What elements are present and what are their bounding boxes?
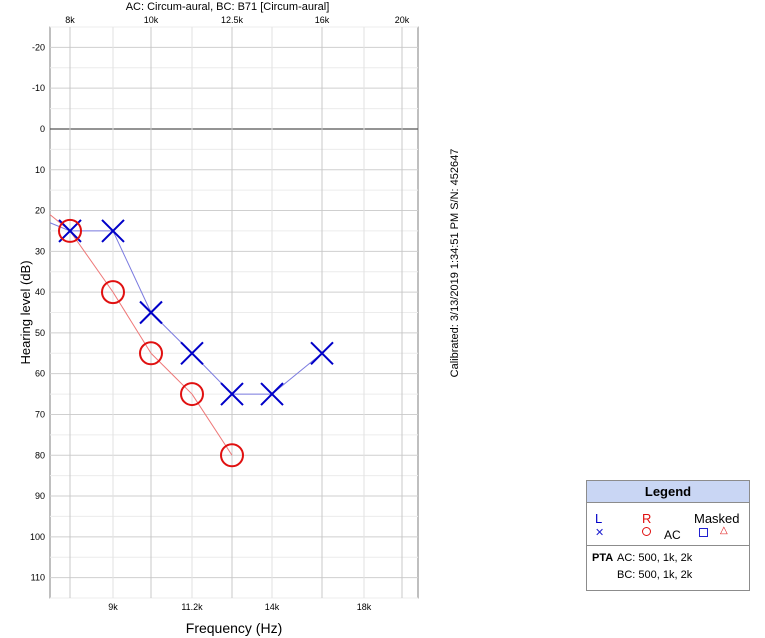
- y-tick-label: 50: [35, 328, 45, 338]
- right-ear-point: [220, 443, 244, 468]
- y-tick-label: -10: [32, 83, 45, 93]
- legend-left-masked-icon: [699, 528, 708, 537]
- y-tick-label: -20: [32, 42, 45, 52]
- left-ear-point: [310, 341, 334, 365]
- x-top-tick-label: 16k: [315, 15, 330, 25]
- y-tick-label: 70: [35, 409, 45, 419]
- series-line-segment: [191, 393, 233, 456]
- series-line-segment: [69, 230, 114, 293]
- right-ear-point: [101, 280, 125, 305]
- left-ear-point: [260, 382, 284, 406]
- series-line-segment: [112, 291, 152, 354]
- right-ear-point: [180, 382, 204, 407]
- left-ear-point: [180, 341, 204, 365]
- series-line-segment: [150, 352, 193, 395]
- y-tick-label: 20: [35, 206, 45, 216]
- series-line-segment: [112, 230, 152, 313]
- legend-title: Legend: [587, 481, 749, 503]
- series-line-segment: [271, 352, 323, 395]
- left-ear-point: [101, 219, 125, 243]
- legend-right-ac-icon: [642, 527, 651, 536]
- calibration-note: Calibrated: 3/13/2019 1:34:51 PM S/N: 45…: [449, 148, 461, 378]
- legend-right-label: R: [642, 511, 652, 526]
- y-tick-label: 110: [31, 573, 45, 583]
- legend-ac-label: AC: [664, 528, 681, 542]
- x-bottom-tick-label: 18k: [357, 602, 372, 612]
- x-bottom-tick-label: 11.2k: [181, 602, 203, 612]
- left-ear-point: [139, 300, 163, 325]
- pta-label: PTA: [592, 552, 614, 564]
- legend-right-masked-icon: △: [720, 525, 728, 536]
- right-ear-point: [58, 218, 82, 243]
- y-axis-label: Hearing level (dB): [18, 260, 33, 364]
- legend: Legend L R Masked ✕ AC △ PTA AC: 500, 1k…: [586, 480, 750, 591]
- legend-left-ac-icon: ✕: [595, 527, 605, 539]
- y-tick-label: 40: [35, 287, 45, 297]
- x-bottom-tick-label: 9k: [108, 602, 118, 612]
- legend-masked-label: Masked: [694, 511, 740, 526]
- y-tick-label: 100: [30, 532, 45, 542]
- x-bottom-tick-label: 14k: [265, 602, 280, 612]
- legend-pta: PTA AC: 500, 1k, 2k BC: 500, 1k, 2k: [587, 546, 749, 592]
- pta-ac-value: AC: 500, 1k, 2k: [617, 552, 693, 564]
- legend-left-label: L: [595, 511, 603, 526]
- legend-symbols: L R Masked ✕ AC △: [587, 503, 749, 546]
- pta-bc-value: BC: 500, 1k, 2k: [617, 569, 693, 581]
- chart-title: AC: Circum-aural, BC: B71 [Circum-aural]: [125, 1, 330, 13]
- left-ear-point: [220, 382, 244, 406]
- y-tick-label: 90: [35, 491, 45, 501]
- x-top-tick-label: 10k: [144, 15, 159, 25]
- right-ear-point: [139, 341, 163, 366]
- x-top-tick-label: 12.5k: [221, 15, 244, 25]
- y-tick-label: 0: [40, 124, 45, 134]
- y-tick-label: 80: [35, 450, 45, 460]
- y-tick-label: 10: [35, 165, 45, 175]
- x-top-tick-label: 20k: [395, 15, 410, 25]
- y-tick-label: 30: [35, 246, 45, 256]
- y-tick-label: 60: [35, 369, 45, 379]
- x-axis-label: Frequency (Hz): [186, 620, 282, 636]
- x-top-tick-label: 8k: [65, 15, 75, 25]
